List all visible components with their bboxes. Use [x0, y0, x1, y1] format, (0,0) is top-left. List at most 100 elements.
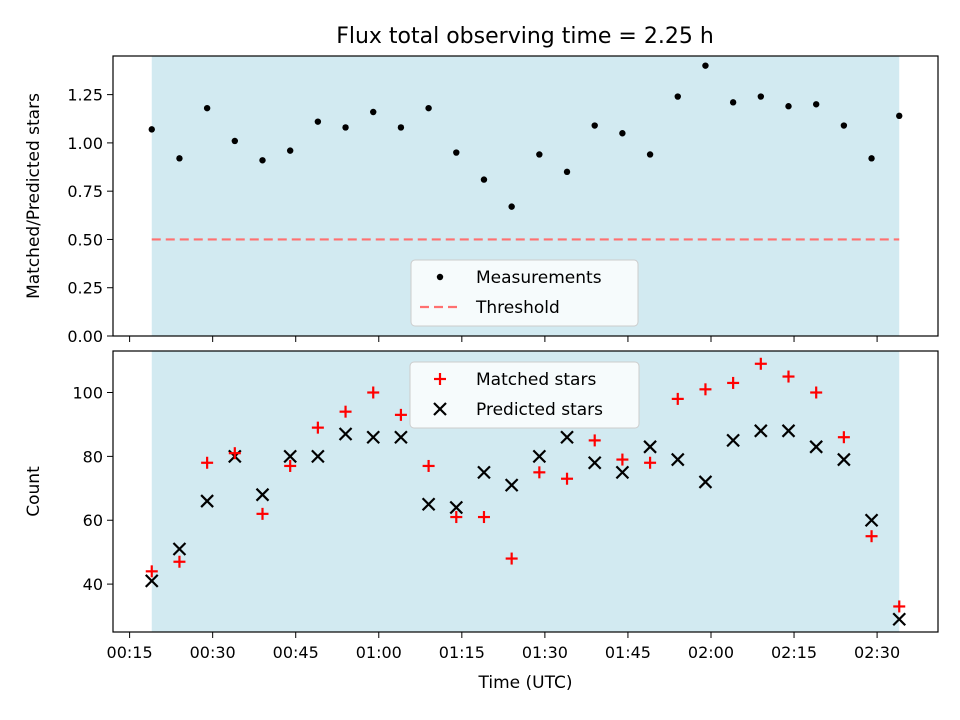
- legend-threshold-label: Threshold: [475, 298, 560, 318]
- measurement-point: [259, 157, 266, 164]
- x-tick-label: 01:45: [605, 643, 651, 662]
- matched-point: [533, 466, 546, 479]
- predicted-point: [587, 455, 602, 470]
- measurement-point: [868, 155, 875, 162]
- y-tick-label: 0.75: [67, 182, 103, 201]
- legend-predicted-marker: [433, 402, 447, 416]
- predicted-point: [892, 612, 907, 627]
- predicted-point: [477, 465, 491, 480]
- legend-measurements-marker: [436, 273, 444, 281]
- y-tick-label: 0.50: [67, 230, 103, 249]
- predicted-point-b: [338, 427, 353, 441]
- predicted-point: [781, 424, 796, 438]
- predicted-point-b: [283, 449, 297, 464]
- matched-point: [339, 405, 352, 418]
- measurement-point: [812, 101, 820, 108]
- measurement-point: [425, 104, 432, 112]
- measurement-point: [619, 130, 626, 137]
- predicted-point: [670, 452, 685, 467]
- predicted-point-b: [698, 475, 713, 489]
- predicted-point: [200, 494, 214, 508]
- predicted-point-b: [837, 452, 851, 467]
- measurement-point: [286, 147, 294, 154]
- matched-point: [561, 472, 574, 485]
- x-tick-label: 02:00: [688, 643, 734, 662]
- predicted-point: [144, 574, 159, 588]
- legend-bottom-box: [409, 361, 640, 429]
- matched-point: [367, 386, 380, 399]
- x-tick-label: 00:45: [273, 643, 319, 662]
- predicted-point: [366, 430, 381, 444]
- matched-point: [505, 552, 518, 565]
- measurement-point: [674, 93, 681, 100]
- matched-point: [616, 453, 629, 466]
- measurement-point: [702, 62, 709, 69]
- predicted-point-b: [255, 487, 270, 502]
- predicted-point: [449, 500, 464, 515]
- measurement-point: [148, 126, 155, 133]
- predicted-point-b: [504, 478, 519, 492]
- matched-point: [422, 459, 435, 472]
- chart-title: Flux total observing time = 2.25 h: [336, 24, 714, 49]
- predicted-point-b: [394, 430, 408, 444]
- x-tick-label: 02:30: [854, 643, 900, 662]
- predicted-point-b: [144, 574, 159, 588]
- predicted-point: [172, 542, 187, 556]
- y-tick-label: 40: [83, 575, 103, 594]
- predicted-point-b: [311, 449, 325, 464]
- matched-point: [810, 386, 823, 399]
- predicted-point-b: [587, 455, 602, 470]
- measurement-point: [729, 99, 737, 106]
- matched-point: [699, 383, 712, 396]
- legend-top-box: [410, 259, 639, 327]
- measurement-point: [785, 103, 792, 110]
- matched-point: [754, 357, 767, 370]
- measurement-point: [480, 176, 488, 183]
- y-axis-label: Count: [24, 466, 44, 517]
- measurement-point: [176, 155, 183, 162]
- x-axis-label: Time (UTC): [478, 673, 573, 693]
- predicted-point: [864, 513, 879, 528]
- predicted-point-b: [532, 449, 547, 464]
- matched-point: [782, 370, 795, 383]
- y-tick-label: 80: [83, 447, 103, 466]
- predicted-point-b: [477, 465, 491, 480]
- predicted-point: [809, 440, 823, 454]
- x-tick-label: 00:15: [107, 643, 153, 662]
- bottom-axes-frame: [112, 350, 939, 633]
- predicted-point-b: [892, 612, 907, 627]
- measurement-point: [397, 124, 405, 131]
- matched-point: [311, 421, 324, 434]
- legend-matched-label: Matched stars: [476, 370, 596, 390]
- predicted-point-b: [421, 497, 436, 512]
- bottom-axes: 40 60 80 100 00:15 00:30 00:45 01:00 01:15 01:30 0…: [24, 350, 939, 693]
- predicted-point-b: [366, 430, 381, 444]
- predicted-point: [255, 487, 270, 502]
- measurement-point: [563, 168, 571, 176]
- y-tick-label: 0.25: [67, 279, 103, 298]
- measurement-point: [840, 122, 848, 129]
- predicted-point-b: [781, 424, 796, 438]
- measurement-point: [231, 137, 239, 145]
- top-axes-frame: [112, 55, 939, 337]
- matched-point: [228, 447, 241, 460]
- matched-point: [837, 431, 850, 444]
- matched-point: [173, 555, 186, 568]
- legend-predicted-marker-b: [433, 402, 447, 416]
- measurement-point: [342, 124, 349, 131]
- x-tick-label: 00:30: [190, 643, 236, 662]
- measurement-point: [536, 151, 543, 158]
- matched-point: [394, 408, 407, 421]
- y-tick-label: 100: [72, 384, 103, 403]
- predicted-point: [394, 430, 408, 444]
- measurement-point: [453, 149, 460, 156]
- measurement-point: [591, 122, 598, 129]
- x-tick-label: 01:00: [356, 643, 402, 662]
- y-axis-label: Matched/Predicted stars: [24, 93, 44, 299]
- predicted-point-b: [809, 440, 823, 454]
- predicted-point-b: [449, 500, 464, 515]
- matched-point: [588, 434, 601, 447]
- predicted-point-b: [643, 440, 657, 454]
- predicted-point-b: [726, 433, 740, 448]
- matched-point: [201, 456, 214, 469]
